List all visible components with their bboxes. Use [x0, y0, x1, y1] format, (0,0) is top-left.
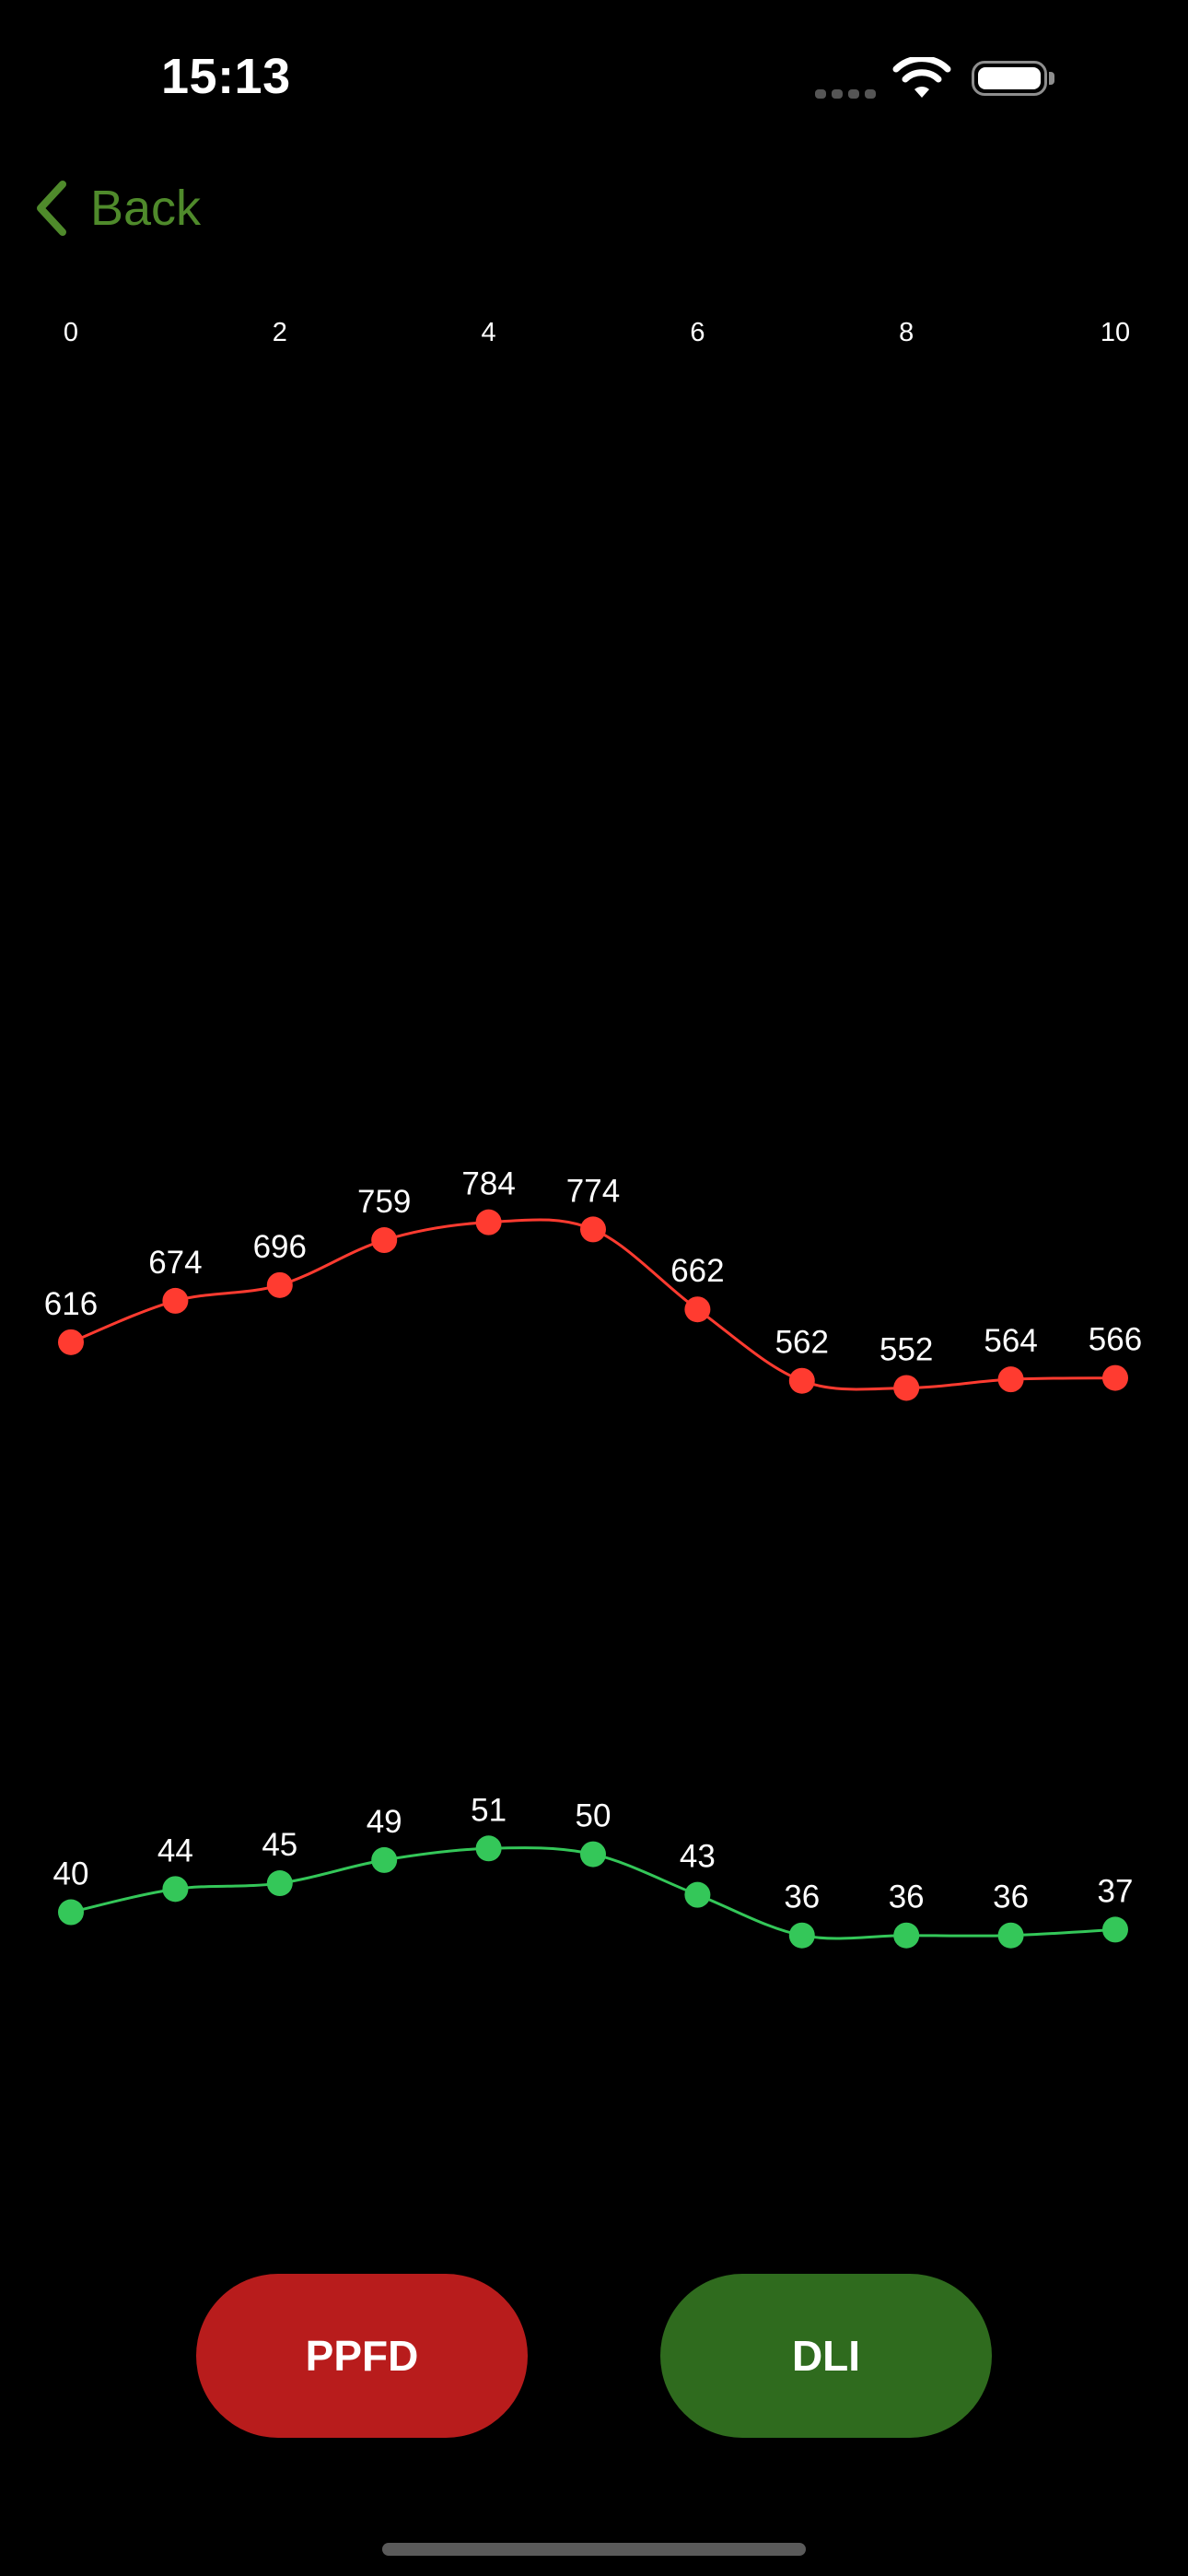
data-label: 36	[784, 1879, 820, 1915]
data-label: 552	[879, 1331, 933, 1367]
cellular-signal-icon	[815, 87, 881, 103]
data-point[interactable]	[788, 1922, 815, 1949]
data-label: 774	[566, 1173, 620, 1209]
x-tick-label: 8	[899, 318, 914, 347]
data-label: 51	[471, 1792, 507, 1828]
home-indicator[interactable]	[382, 2543, 806, 2556]
light-chart: 0 2 4 6 8 10 616 674 696 759 784 774 662 562 552 564 56…	[44, 318, 1142, 1949]
x-tick-label: 10	[1101, 318, 1130, 347]
data-point[interactable]	[684, 1881, 711, 1908]
data-label: 43	[680, 1839, 716, 1875]
series-layer: 616 674 696 759 784 774 662 562 552 564 566 40 44 45 4…	[44, 1166, 1142, 1949]
data-label: 784	[461, 1166, 515, 1202]
data-label: 45	[262, 1827, 297, 1863]
data-label: 616	[44, 1286, 98, 1322]
data-point[interactable]	[580, 1216, 606, 1243]
data-label: 44	[157, 1832, 193, 1868]
data-label: 759	[357, 1184, 411, 1220]
ppfd-button[interactable]: PPFD	[196, 2274, 528, 2438]
data-point[interactable]	[58, 1899, 84, 1926]
data-point[interactable]	[58, 1329, 84, 1355]
wifi-icon	[892, 57, 951, 98]
x-tick-label: 2	[273, 318, 287, 347]
data-point[interactable]	[788, 1367, 815, 1394]
x-tick-label: 0	[64, 318, 78, 347]
data-label: 40	[53, 1856, 89, 1892]
series-line	[70, 1218, 1116, 1391]
chevron-left-icon	[37, 181, 66, 236]
data-label: 674	[148, 1245, 202, 1281]
data-label: 49	[367, 1804, 402, 1840]
data-label: 37	[1098, 1873, 1134, 1909]
data-point[interactable]	[475, 1835, 502, 1862]
data-point[interactable]	[1102, 1364, 1128, 1391]
data-label: 562	[775, 1325, 829, 1361]
data-label: 36	[993, 1879, 1029, 1915]
data-point[interactable]	[1102, 1916, 1128, 1943]
status-icons	[815, 57, 1082, 103]
dli-button[interactable]: DLI	[660, 2274, 992, 2438]
data-label: 36	[889, 1879, 925, 1915]
back-button[interactable]: Back	[33, 175, 201, 241]
data-label: 662	[670, 1253, 724, 1289]
data-point[interactable]	[684, 1296, 711, 1323]
x-tick-label: 6	[690, 318, 705, 347]
data-point[interactable]	[475, 1209, 502, 1235]
data-label: 696	[253, 1229, 307, 1265]
back-label: Back	[90, 181, 202, 236]
data-point[interactable]	[371, 1227, 398, 1254]
data-point[interactable]	[162, 1876, 189, 1903]
data-point[interactable]	[893, 1375, 920, 1401]
data-point[interactable]	[266, 1870, 293, 1897]
data-label: 50	[576, 1798, 611, 1834]
data-point[interactable]	[162, 1287, 189, 1314]
status-time: 15:13	[161, 49, 291, 104]
data-point[interactable]	[266, 1271, 293, 1298]
x-axis-labels: 0 2 4 6 8 10	[64, 318, 1130, 347]
data-point[interactable]	[893, 1922, 920, 1949]
data-point[interactable]	[997, 1366, 1024, 1393]
x-tick-label: 4	[482, 318, 496, 347]
data-label: 566	[1089, 1322, 1142, 1358]
data-label: 564	[984, 1323, 1037, 1359]
data-point[interactable]	[371, 1846, 398, 1873]
data-point[interactable]	[580, 1841, 606, 1868]
battery-cap	[1049, 72, 1054, 85]
battery-icon	[972, 61, 1047, 96]
data-point[interactable]	[997, 1922, 1024, 1949]
